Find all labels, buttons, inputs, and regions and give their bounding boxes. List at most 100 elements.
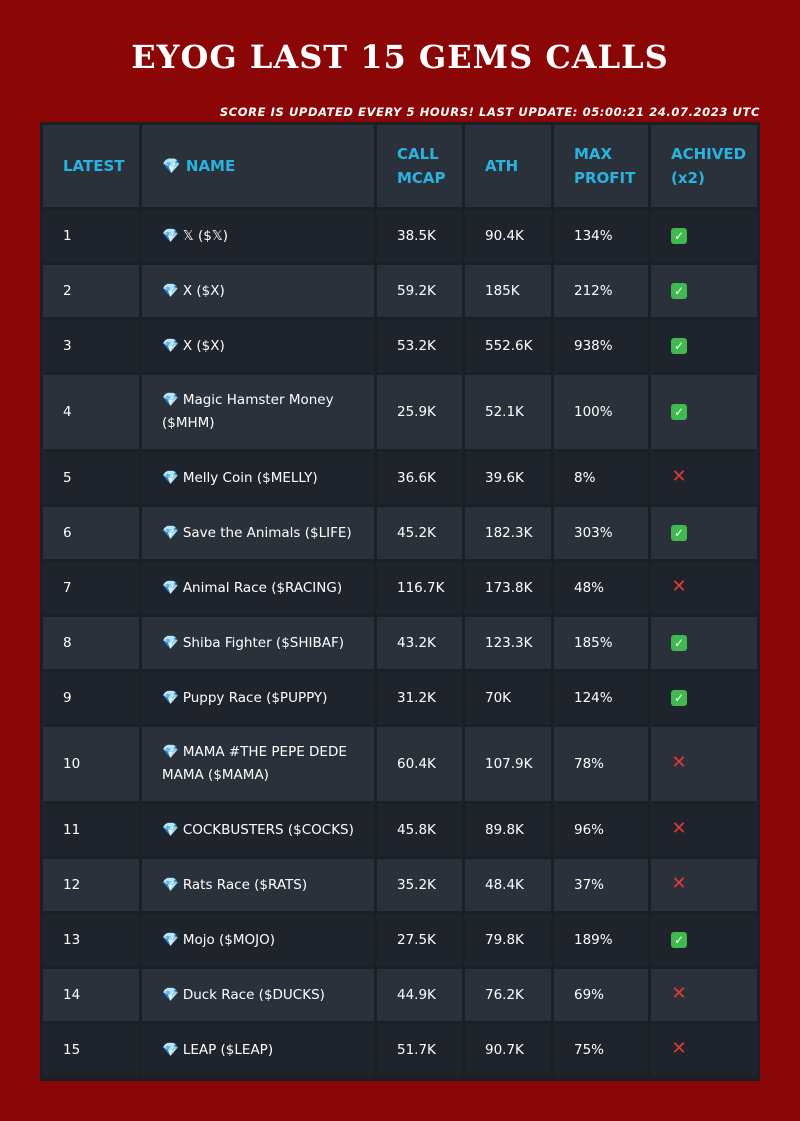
table-row: 9 💎 Puppy Race ($PUPPY) 31.2K 70K 124% ✓ <box>43 672 757 724</box>
table-row: 10 💎 MAMA #THE PEPE DEDE MAMA ($MAMA) 60.4K… <box>43 727 757 801</box>
token-name: 𝕏 ($𝕏) <box>182 227 228 244</box>
achieved-status: ✕ <box>651 452 757 504</box>
max-profit-value: 124% <box>554 672 648 724</box>
header-achieved: ACHIVED (x2) <box>651 125 757 207</box>
diamond-icon: 💎 <box>162 689 179 706</box>
cross-mark-icon: ✕ <box>671 872 687 894</box>
cross-mark-icon: ✕ <box>671 817 687 839</box>
diamond-icon: 💎 <box>162 469 179 486</box>
call-mcap-value: 36.6K <box>377 452 462 504</box>
cross-mark-icon: ✕ <box>671 575 687 597</box>
row-number: 11 <box>43 804 139 856</box>
call-mcap-value: 38.5K <box>377 210 462 262</box>
token-name: X ($X) <box>182 337 225 354</box>
page-title: EYOG LAST 15 GEMS CALLS <box>131 38 669 76</box>
token-name-cell: 💎 Duck Race ($DUCKS) <box>142 969 374 1021</box>
table-row: 12 💎 Rats Race ($RATS) 35.2K 48.4K 37% ✕ <box>43 859 757 911</box>
call-mcap-value: 44.9K <box>377 969 462 1021</box>
token-name-cell: 💎 Rats Race ($RATS) <box>142 859 374 911</box>
token-name: Magic Hamster Money ($MHM) <box>162 392 334 431</box>
cross-mark-icon: ✕ <box>671 1037 687 1059</box>
row-number: 2 <box>43 265 139 317</box>
achieved-status: ✕ <box>651 1024 757 1076</box>
token-name: Melly Coin ($MELLY) <box>182 469 318 486</box>
max-profit-value: 37% <box>554 859 648 911</box>
table-row: 5 💎 Melly Coin ($MELLY) 36.6K 39.6K 8% ✕ <box>43 452 757 504</box>
token-name-cell: 💎 𝕏 ($𝕏) <box>142 210 374 262</box>
diamond-icon: 💎 <box>162 579 179 596</box>
diamond-icon: 💎 <box>162 876 179 893</box>
diamond-icon: 💎 <box>162 392 179 408</box>
max-profit-value: 938% <box>554 320 648 372</box>
ath-value: 89.8K <box>465 804 551 856</box>
diamond-icon: 💎 <box>162 282 179 299</box>
check-mark-icon: ✓ <box>671 524 687 541</box>
token-name-cell: 💎 Save the Animals ($LIFE) <box>142 507 374 559</box>
max-profit-value: 212% <box>554 265 648 317</box>
achieved-status: ✕ <box>651 859 757 911</box>
max-profit-value: 185% <box>554 617 648 669</box>
check-mark-icon: ✓ <box>671 931 687 948</box>
token-name: Duck Race ($DUCKS) <box>182 986 325 1003</box>
max-profit-value: 100% <box>554 375 648 449</box>
token-name-cell: 💎 MAMA #THE PEPE DEDE MAMA ($MAMA) <box>142 727 374 801</box>
call-mcap-value: 45.2K <box>377 507 462 559</box>
call-mcap-value: 116.7K <box>377 562 462 614</box>
diamond-icon: 💎 <box>162 744 179 760</box>
achieved-status: ✓ <box>651 617 757 669</box>
token-name: MAMA #THE PEPE DEDE MAMA ($MAMA) <box>162 744 347 783</box>
diamond-icon: 💎 <box>162 634 179 651</box>
check-mark-icon: ✓ <box>671 282 687 299</box>
table-row: 13 💎 Mojo ($MOJO) 27.5K 79.8K 189% ✓ <box>43 914 757 966</box>
token-name: COCKBUSTERS ($COCKS) <box>182 821 354 838</box>
token-name: Puppy Race ($PUPPY) <box>182 689 328 706</box>
token-name-cell: 💎 Melly Coin ($MELLY) <box>142 452 374 504</box>
ath-value: 107.9K <box>465 727 551 801</box>
call-mcap-value: 53.2K <box>377 320 462 372</box>
ath-value: 70K <box>465 672 551 724</box>
token-name: X ($X) <box>182 282 225 299</box>
ath-value: 185K <box>465 265 551 317</box>
max-profit-value: 8% <box>554 452 648 504</box>
header-latest: LATEST <box>43 125 139 207</box>
header-name: 💎 NAME <box>142 125 374 207</box>
token-name-cell: 💎 Puppy Race ($PUPPY) <box>142 672 374 724</box>
max-profit-value: 69% <box>554 969 648 1021</box>
token-name-cell: 💎 LEAP ($LEAP) <box>142 1024 374 1076</box>
row-number: 14 <box>43 969 139 1021</box>
row-number: 3 <box>43 320 139 372</box>
achieved-status: ✓ <box>651 672 757 724</box>
call-mcap-value: 27.5K <box>377 914 462 966</box>
token-name: Mojo ($MOJO) <box>182 931 276 948</box>
achieved-status: ✓ <box>651 914 757 966</box>
check-mark-icon: ✓ <box>671 403 687 420</box>
call-mcap-value: 43.2K <box>377 617 462 669</box>
max-profit-value: 303% <box>554 507 648 559</box>
row-number: 9 <box>43 672 139 724</box>
ath-value: 76.2K <box>465 969 551 1021</box>
max-profit-value: 75% <box>554 1024 648 1076</box>
achieved-status: ✓ <box>651 265 757 317</box>
table-row: 8 💎 Shiba Fighter ($SHIBAF) 43.2K 123.3K 185%… <box>43 617 757 669</box>
row-number: 7 <box>43 562 139 614</box>
cross-mark-icon: ✕ <box>671 465 687 487</box>
token-name: Save the Animals ($LIFE) <box>182 524 352 541</box>
ath-value: 39.6K <box>465 452 551 504</box>
call-mcap-value: 31.2K <box>377 672 462 724</box>
gems-calls-table: LATEST 💎 NAME CALL MCAP ATH MAX PROFIT A… <box>40 122 760 1079</box>
gems-calls-table-container: LATEST 💎 NAME CALL MCAP ATH MAX PROFIT A… <box>40 122 760 1081</box>
achieved-status: ✓ <box>651 320 757 372</box>
table-row: 2 💎 X ($X) 59.2K 185K 212% ✓ <box>43 265 757 317</box>
check-mark-icon: ✓ <box>671 227 687 244</box>
call-mcap-value: 25.9K <box>377 375 462 449</box>
ath-value: 90.4K <box>465 210 551 262</box>
diamond-icon: 💎 <box>162 337 179 354</box>
ath-value: 79.8K <box>465 914 551 966</box>
token-name-cell: 💎 Animal Race ($RACING) <box>142 562 374 614</box>
token-name: LEAP ($LEAP) <box>182 1041 274 1058</box>
ath-value: 173.8K <box>465 562 551 614</box>
header-call-mcap: CALL MCAP <box>377 125 462 207</box>
table-header-row: LATEST 💎 NAME CALL MCAP ATH MAX PROFIT A… <box>43 125 757 207</box>
header-ath: ATH <box>465 125 551 207</box>
ath-value: 48.4K <box>465 859 551 911</box>
